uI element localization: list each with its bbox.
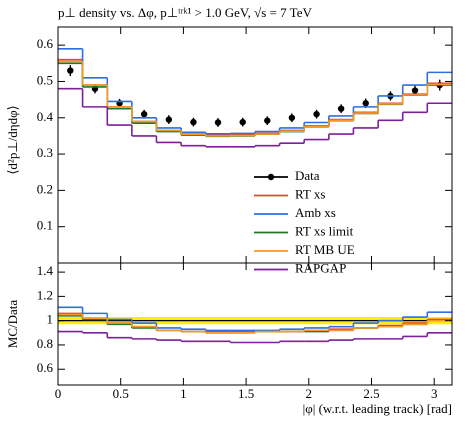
legend-label: RT xs limit: [295, 223, 354, 238]
legend-label: RT xs: [295, 186, 325, 201]
y-tick-label: 0.4: [37, 109, 54, 124]
x-axis-label: |φ| (w.r.t. leading track) [rad]: [303, 401, 452, 416]
y-tick-label: 0.3: [37, 145, 53, 160]
plot-frame: [57, 262, 453, 386]
ratio-y-axis-label: MC/Data: [5, 300, 20, 349]
chart-title: p⊥ density vs. Δφ, p⊥ᵗʳᵏ¹ > 1.0 GeV, √s …: [58, 5, 312, 20]
y-tick-label: 1.4: [37, 263, 54, 278]
y-tick-label: 0.1: [37, 218, 53, 233]
y-axis-label: ⟨d²p⊥/dηdφ⟩: [5, 105, 20, 174]
legend-label: Amb xs: [295, 205, 336, 220]
y-tick-label: 0.2: [37, 181, 53, 196]
x-tick-label: 2.5: [363, 386, 379, 401]
data-point: [140, 110, 148, 118]
x-tick-label: 0: [55, 386, 62, 401]
y-tick-label: 1.2: [37, 287, 53, 302]
data-point: [165, 116, 173, 123]
data-point: [288, 114, 296, 121]
x-tick-label: 0.5: [113, 386, 129, 401]
y-tick-label: 0.5: [37, 72, 53, 87]
x-tick-label: 3: [431, 386, 438, 401]
x-tick-label: 1.5: [238, 386, 254, 401]
data-point: [190, 118, 197, 126]
y-tick-label: 0.8: [37, 336, 53, 351]
data-point: [214, 119, 222, 126]
data-point: [313, 110, 320, 118]
x-tick-label: 1: [180, 386, 187, 401]
legend-label: RAPGAP: [295, 260, 346, 275]
y-tick-label: 1: [47, 312, 54, 327]
data-point: [411, 87, 419, 94]
legend-marker: [267, 173, 275, 181]
legend-label: RT MB UE: [295, 242, 355, 257]
data-point: [337, 105, 345, 112]
data-point: [67, 67, 74, 74]
data-point: [264, 117, 271, 124]
x-tick-label: 2: [306, 386, 313, 401]
y-tick-label: 0.6: [37, 360, 54, 375]
data-point: [239, 118, 246, 126]
data-point: [362, 100, 369, 107]
y-tick-label: 0.6: [37, 36, 54, 51]
legend-label: Data: [295, 168, 320, 183]
